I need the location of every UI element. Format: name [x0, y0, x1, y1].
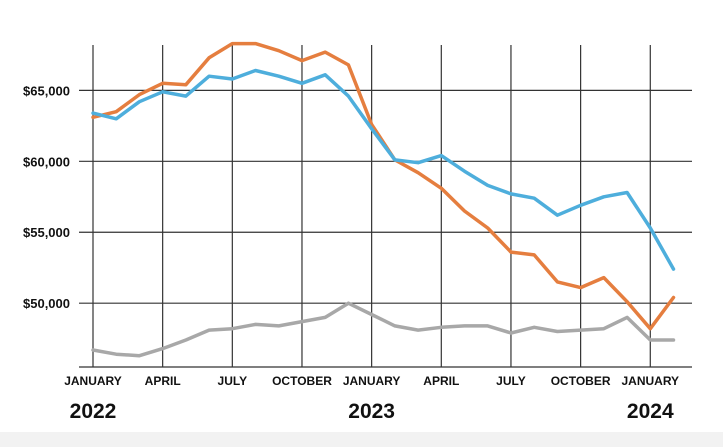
x-tick-label: JANUARY: [64, 374, 122, 388]
x-tick-label: OCTOBER: [551, 374, 611, 388]
y-tick-label: $55,000: [23, 225, 70, 240]
x-axis-ticks: JANUARY APRIL JULY OCTOBER JANUARY APRIL JULY O…: [64, 374, 679, 388]
series-lines: [91, 41, 676, 358]
y-tick-label: $50,000: [23, 296, 70, 311]
series-line: [91, 68, 676, 271]
x-tick-label: APRIL: [423, 374, 459, 388]
grid: [79, 45, 692, 368]
y-tick-label: $65,000: [23, 83, 70, 98]
x-tick-label: JULY: [218, 374, 248, 388]
series-line: [91, 301, 676, 358]
x-tick-label: APRIL: [145, 374, 181, 388]
year-labels: 2022 2023 2024: [70, 400, 674, 423]
x-tick-label: OCTOBER: [272, 374, 332, 388]
x-tick-label: JANUARY: [343, 374, 401, 388]
year-label: 2023: [348, 400, 395, 423]
series-line: [91, 41, 676, 331]
year-label: 2022: [70, 400, 117, 423]
y-tick-label: $60,000: [23, 154, 70, 169]
x-tick-label: JULY: [496, 374, 526, 388]
bottom-band: [0, 432, 723, 447]
x-tick-label: JANUARY: [621, 374, 679, 388]
y-axis-ticks: $65,000 $60,000 $55,000 $50,000: [23, 83, 70, 311]
year-label: 2024: [627, 400, 674, 423]
